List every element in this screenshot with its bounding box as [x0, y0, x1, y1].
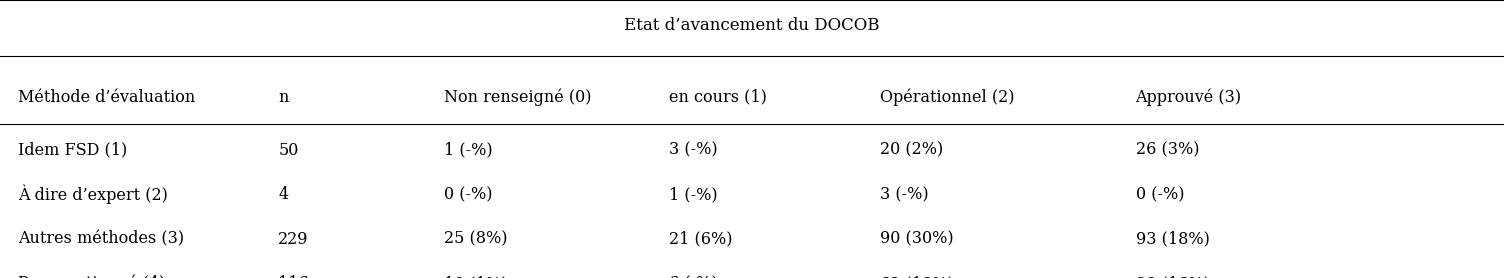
- Text: 0 (-%): 0 (-%): [1136, 186, 1184, 203]
- Text: Etat d’avancement du DOCOB: Etat d’avancement du DOCOB: [624, 16, 880, 34]
- Text: Approuvé (3): Approuvé (3): [1136, 89, 1242, 106]
- Text: 1 (-%): 1 (-%): [669, 186, 717, 203]
- Text: À dire d’expert (2): À dire d’expert (2): [18, 185, 168, 204]
- Text: 10 (1%): 10 (1%): [444, 275, 507, 278]
- Text: Méthode d’évaluation: Méthode d’évaluation: [18, 89, 196, 106]
- Text: 0 (-%): 0 (-%): [444, 186, 492, 203]
- Text: 38 (16%): 38 (16%): [1136, 275, 1209, 278]
- Text: 26 (3%): 26 (3%): [1136, 142, 1199, 159]
- Text: 20 (2%): 20 (2%): [880, 142, 943, 159]
- Text: 62 (18%): 62 (18%): [880, 275, 954, 278]
- Text: n: n: [278, 89, 289, 106]
- Text: 50: 50: [278, 142, 299, 159]
- Text: 4: 4: [278, 186, 289, 203]
- Text: 93 (18%): 93 (18%): [1136, 230, 1209, 248]
- Text: Autres méthodes (3): Autres méthodes (3): [18, 230, 183, 248]
- Text: 116: 116: [278, 275, 308, 278]
- Text: en cours (1): en cours (1): [669, 89, 767, 106]
- Text: 90 (30%): 90 (30%): [880, 230, 954, 248]
- Text: 6 (-%): 6 (-%): [669, 275, 717, 278]
- Text: 21 (6%): 21 (6%): [669, 230, 732, 248]
- Text: Opérationnel (2): Opérationnel (2): [880, 89, 1014, 106]
- Text: Idem FSD (1): Idem FSD (1): [18, 142, 128, 159]
- Text: 229: 229: [278, 230, 308, 248]
- Text: Non renseigné (0): Non renseigné (0): [444, 89, 591, 106]
- Text: 1 (-%): 1 (-%): [444, 142, 492, 159]
- Text: Pas mentionné (4): Pas mentionné (4): [18, 275, 165, 278]
- Text: 25 (8%): 25 (8%): [444, 230, 507, 248]
- Text: 3 (-%): 3 (-%): [669, 142, 717, 159]
- Text: 3 (-%): 3 (-%): [880, 186, 928, 203]
